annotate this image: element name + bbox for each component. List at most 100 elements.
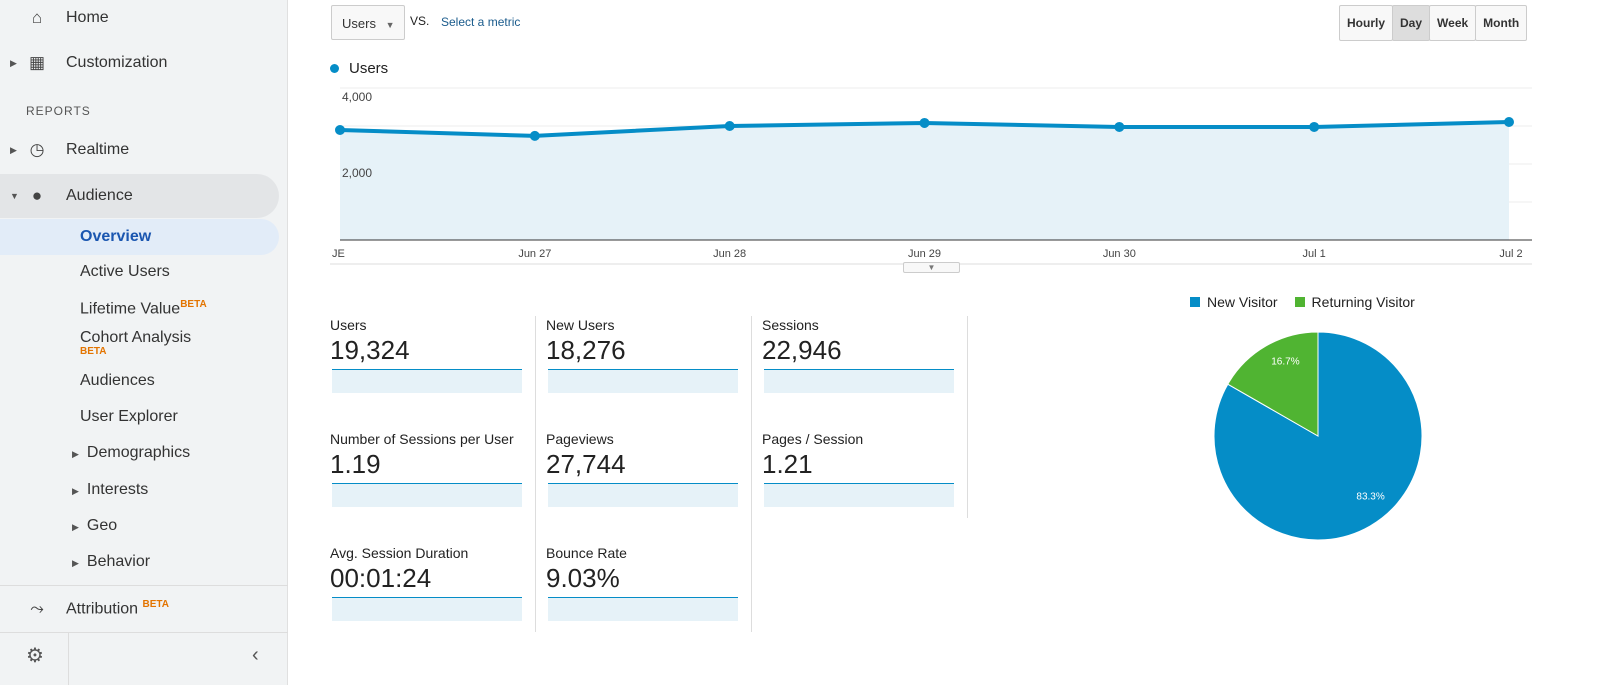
dropdown-arrow-icon: ▼ xyxy=(385,20,395,30)
legend-swatch xyxy=(1190,297,1200,307)
caret-right-icon: ▶ xyxy=(72,486,79,496)
metric-card[interactable]: Users 19,324 xyxy=(330,317,530,417)
metric-label: Avg. Session Duration xyxy=(330,545,469,561)
metric-label: New Users xyxy=(546,317,615,333)
y-tick-label: 4,000 xyxy=(342,90,372,104)
metric-label: Pages / Session xyxy=(762,431,864,447)
settings-gear-icon[interactable]: ⚙ xyxy=(26,645,44,667)
metric-label: Users xyxy=(330,317,367,333)
metric-card[interactable]: Number of Sessions per User 1.19 xyxy=(330,431,530,531)
pie-slice-label: 83.3% xyxy=(1356,492,1384,503)
nav-realtime[interactable]: ▶ ◷ Realtime xyxy=(10,140,130,159)
metric-label: Pageviews xyxy=(546,431,614,447)
pie-slice[interactable] xyxy=(1227,331,1319,437)
divider xyxy=(0,632,288,633)
caret-right-icon: ▶ xyxy=(72,558,79,568)
users-line-chart: 4,000 2,000 JE Jun 27 Jun 28 Jun 29 Jun 30 Jul … xyxy=(330,87,1532,265)
nav-customization[interactable]: ▶ ▦ Customization xyxy=(10,53,168,72)
select-metric-link[interactable]: Select a metric xyxy=(441,15,521,29)
beta-badge: BETA xyxy=(142,599,169,611)
chart-legend: Users xyxy=(330,60,388,77)
metric-card[interactable]: New Users 18,276 xyxy=(546,317,746,417)
data-point xyxy=(1309,121,1320,132)
clock-icon: ◷ xyxy=(29,140,45,159)
divider xyxy=(0,585,288,586)
metric-value: 1.21 xyxy=(762,449,813,479)
x-tick-label: Jul 1 xyxy=(1303,248,1326,260)
nav-behavior[interactable]: ▶ Behavior xyxy=(72,553,151,570)
caret-right-icon: ▶ xyxy=(10,57,17,68)
nav-overview[interactable]: Overview xyxy=(0,219,279,255)
nav-cohort-analysis[interactable]: Cohort Analysis BETA xyxy=(80,329,192,357)
nav-interests[interactable]: ▶ Interests xyxy=(72,481,149,498)
divider xyxy=(535,316,536,632)
metric-sparkline xyxy=(548,597,738,621)
data-point xyxy=(1504,117,1514,128)
metric-label: Sessions xyxy=(762,317,819,333)
vs-label: VS. xyxy=(410,14,430,28)
x-tick-label: Jun 27 xyxy=(518,248,551,260)
metric-sparkline xyxy=(332,597,522,621)
range-week-button[interactable]: Week xyxy=(1429,5,1477,41)
dashboard-icon: ▦ xyxy=(28,53,46,72)
nav-active-users[interactable]: Active Users xyxy=(80,263,170,280)
metric-sparkline xyxy=(764,369,954,393)
caret-right-icon: ▶ xyxy=(72,449,79,459)
person-icon: ● xyxy=(31,186,43,205)
data-point xyxy=(919,117,930,128)
sidebar: ⌂ Home ▶ ▦ Customization REPORTS ▶ ◷ Realtime… xyxy=(0,0,288,685)
divider xyxy=(751,316,752,632)
metric-card[interactable]: Pages / Session 1.21 xyxy=(762,431,962,531)
attribution-icon: ⤳ xyxy=(30,599,44,618)
nav-audiences[interactable]: Audiences xyxy=(80,372,155,389)
range-month-button[interactable]: Month xyxy=(1475,5,1528,41)
caret-right-icon: ▶ xyxy=(72,522,79,532)
divider xyxy=(967,316,968,518)
range-day-button[interactable]: Day xyxy=(1392,5,1431,41)
metric-sparkline xyxy=(332,483,522,507)
metric-card[interactable]: Avg. Session Duration 00:01:24 xyxy=(330,545,530,645)
metric-value: 27,744 xyxy=(546,449,626,479)
metric-sparkline xyxy=(548,369,738,393)
x-tick-label: Jun 30 xyxy=(1103,248,1136,260)
nav-demographics[interactable]: ▶ Demographics xyxy=(72,444,191,461)
legend-dot xyxy=(330,64,339,73)
nav-geo[interactable]: ▶ Geo xyxy=(72,517,118,534)
metric-card[interactable]: Sessions 22,946 xyxy=(762,317,962,417)
data-point xyxy=(335,124,345,135)
x-tick-label: Jun 29 xyxy=(908,248,941,260)
nav-user-explorer[interactable]: User Explorer xyxy=(80,408,178,425)
nav-home[interactable]: ⌂ Home xyxy=(0,0,279,40)
data-point xyxy=(529,130,540,141)
range-selector: Hourly Day Week Month xyxy=(1339,5,1528,41)
x-tick-label: JE xyxy=(332,248,345,260)
nav-lifetime-value[interactable]: Lifetime ValueBETA xyxy=(80,299,207,318)
metric-sparkline xyxy=(764,483,954,507)
metric-value: 19,324 xyxy=(330,335,410,365)
range-hourly-button[interactable]: Hourly xyxy=(1339,5,1394,41)
y-tick-label: 2,000 xyxy=(342,166,372,180)
metric-sparkline xyxy=(332,369,522,393)
pie-slice-label: 16.7% xyxy=(1271,357,1299,368)
metric-value: 00:01:24 xyxy=(330,563,432,593)
chart-expand-toggle[interactable]: ▼ xyxy=(903,262,960,273)
metric-dropdown[interactable]: Users ▼ xyxy=(331,5,405,40)
nav-audience[interactable]: ▼ ● Audience xyxy=(0,174,279,218)
data-point xyxy=(1114,121,1125,132)
divider xyxy=(68,633,69,685)
metric-label: Bounce Rate xyxy=(546,545,627,561)
metric-value: 9.03% xyxy=(546,563,620,593)
metric-card[interactable]: Pageviews 27,744 xyxy=(546,431,746,531)
caret-down-icon: ▼ xyxy=(10,191,19,201)
x-tick-label: Jul 2 xyxy=(1499,248,1522,260)
beta-badge: BETA xyxy=(180,299,207,310)
pie-legend: New Visitor Returning Visitor xyxy=(1190,294,1415,310)
nav-attribution[interactable]: ⤳ Attribution BETA xyxy=(0,587,279,631)
x-tick-label: Jun 28 xyxy=(713,248,746,260)
metric-card[interactable]: Bounce Rate 9.03% xyxy=(546,545,746,645)
home-icon: ⌂ xyxy=(31,8,43,27)
visitor-pie-chart: 83.3% 16.7% xyxy=(1213,331,1423,541)
legend-swatch xyxy=(1294,297,1305,307)
collapse-chevron-icon[interactable]: ‹ xyxy=(252,644,259,666)
reports-header: REPORTS xyxy=(26,104,91,118)
